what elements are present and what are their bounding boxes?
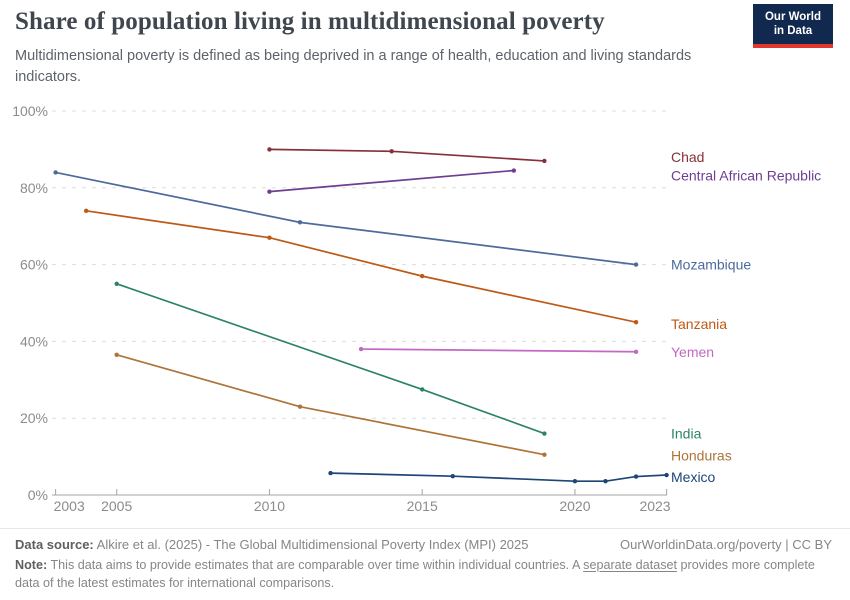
owid-logo[interactable]: Our World in Data (753, 4, 833, 48)
data-source-label: Data source: (15, 537, 94, 552)
series-label-honduras[interactable]: Honduras (671, 448, 732, 464)
data-source: Data source: Alkire et al. (2025) - The … (15, 537, 529, 552)
data-point-honduras-2011[interactable] (297, 404, 303, 409)
data-point-india-2015[interactable] (420, 387, 425, 392)
data-point-chad-2010[interactable] (267, 147, 272, 152)
note: Note: This data aims to provide estimate… (15, 556, 827, 593)
note-text-1: This data aims to provide estimates that… (50, 558, 580, 572)
y-tick-label: 20% (20, 410, 48, 426)
series-label-mozambique[interactable]: Mozambique (671, 257, 751, 273)
data-point-yemen-2022[interactable] (633, 349, 639, 354)
data-point-tanzania-2015[interactable] (420, 273, 425, 279)
data-point-mexico-2021[interactable] (603, 478, 608, 484)
note-text-2: provides more complete data of the lates… (15, 558, 815, 591)
data-point-mozambique-2011[interactable] (297, 220, 303, 225)
data-point-central-african-republic-2010[interactable] (267, 189, 272, 194)
x-tick-label: 2005 (101, 498, 132, 514)
y-tick-label: 60% (20, 257, 48, 273)
note-label: Note: (15, 558, 48, 572)
data-point-mexico-2012[interactable] (328, 470, 333, 476)
footer-source-row: Data source: Alkire et al. (2025) - The … (15, 537, 832, 552)
series-label-tanzania[interactable]: Tanzania (671, 316, 727, 332)
data-point-mexico-2016[interactable] (450, 473, 455, 479)
data-point-honduras-2005[interactable] (114, 352, 119, 358)
data-point-chad-2019[interactable] (542, 158, 547, 164)
series-line-chad[interactable] (268, 148, 546, 162)
series-line-yemen[interactable] (360, 348, 637, 353)
data-point-chad-2014[interactable] (389, 149, 394, 154)
x-tick-label: 2010 (254, 498, 285, 514)
owid-logo-line1: Our World (764, 11, 821, 23)
series-line-india[interactable] (115, 282, 546, 435)
attribution-link[interactable]: OurWorldinData.org/poverty (620, 537, 782, 552)
page-subtitle: Multidimensional poverty is defined as b… (15, 48, 692, 85)
series-line-mexico[interactable] (329, 472, 668, 483)
series-label-central-african-republic[interactable]: Central African Republic (671, 168, 821, 184)
owid-logo-line2: in Data (773, 25, 813, 38)
data-point-mexico-2020[interactable] (572, 478, 578, 484)
x-tick-label: 2020 (559, 498, 590, 514)
note-link-separate-dataset[interactable]: separate dataset (583, 558, 677, 572)
y-tick-label: 40% (20, 333, 48, 349)
data-point-yemen-2013[interactable] (358, 346, 364, 352)
series-line-central-african-republic[interactable] (268, 169, 515, 193)
attribution: OurWorldinData.org/poverty | CC BY (620, 537, 832, 552)
data-source-text: Alkire et al. (2025) - The Global Multid… (96, 537, 529, 552)
data-point-mexico-2023[interactable] (664, 472, 669, 478)
series-label-mexico[interactable]: Mexico (671, 469, 716, 485)
y-tick-label: 80% (20, 180, 48, 196)
x-tick-label: 2015 (407, 498, 438, 514)
data-point-india-2005[interactable] (114, 281, 119, 286)
data-point-tanzania-2022[interactable] (633, 320, 639, 325)
data-point-india-2019[interactable] (542, 431, 547, 436)
license-link[interactable]: CC BY (792, 537, 832, 552)
attribution-divider: | (785, 537, 789, 552)
data-point-mexico-2022[interactable] (633, 474, 639, 479)
series-label-chad[interactable]: Chad (671, 149, 704, 165)
data-point-tanzania-2010[interactable] (267, 235, 272, 240)
data-point-honduras-2019[interactable] (542, 452, 547, 457)
header: Share of population living in multidimen… (15, 8, 835, 87)
series-label-yemen[interactable]: Yemen (671, 344, 714, 360)
x-tick-label: 2003 (54, 498, 85, 514)
data-point-tanzania-2004[interactable] (83, 208, 89, 214)
data-point-mozambique-2022[interactable] (633, 262, 639, 267)
y-tick-label: 0% (28, 487, 48, 503)
series-line-tanzania[interactable] (85, 209, 637, 324)
y-tick-label: 100% (12, 103, 48, 119)
series-line-honduras[interactable] (115, 353, 546, 456)
series-label-india[interactable]: India (671, 426, 702, 442)
data-point-mozambique-2003[interactable] (53, 170, 58, 175)
footer: Data source: Alkire et al. (2025) - The … (0, 528, 850, 593)
data-point-central-african-republic-2018[interactable] (511, 168, 517, 173)
line-chart: 0% 20% 40% 60% 80% 100% 2003 2005 2010 2015 2020 20… (12, 103, 821, 514)
x-tick-label: 2023 (639, 498, 670, 514)
page-title: Share of population living in multidimen… (15, 8, 605, 35)
